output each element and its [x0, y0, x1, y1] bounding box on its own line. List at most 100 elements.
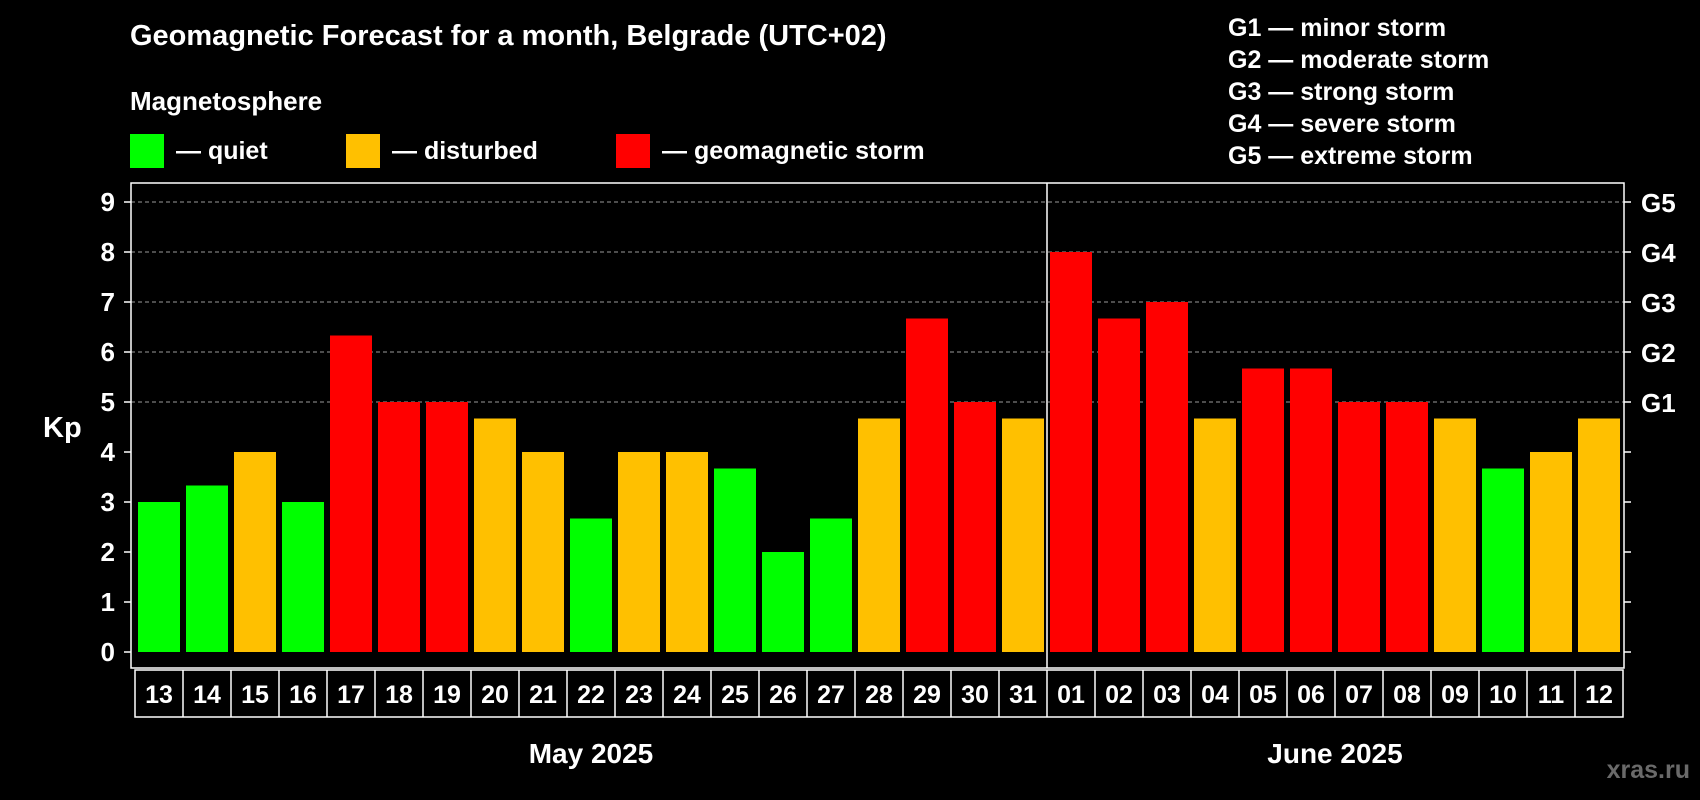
storm-level-g1: G1 — minor storm — [1228, 14, 1447, 42]
day-label-02: 02 — [1105, 681, 1133, 709]
day-label-16: 16 — [289, 681, 317, 709]
legend-swatch-quiet — [130, 134, 164, 168]
y-tick-label: 1 — [101, 587, 115, 617]
bar-11 — [1530, 452, 1572, 652]
day-label-28: 28 — [865, 681, 893, 709]
day-label-29: 29 — [913, 681, 941, 709]
bar-21 — [522, 452, 564, 652]
month-label-0: May 2025 — [529, 738, 654, 769]
bars-layer — [138, 252, 1620, 652]
day-label-04: 04 — [1201, 681, 1229, 709]
storm-level-axis-label: G2 — [1641, 338, 1676, 368]
y-tick-label: 5 — [101, 387, 115, 417]
day-label-14: 14 — [193, 681, 221, 709]
day-label-06: 06 — [1297, 681, 1325, 709]
day-label-05: 05 — [1249, 681, 1277, 709]
day-label-08: 08 — [1393, 681, 1421, 709]
day-label-22: 22 — [577, 681, 605, 709]
bar-23 — [618, 452, 660, 652]
day-label-23: 23 — [625, 681, 653, 709]
bar-13 — [138, 502, 180, 652]
y-tick-label: 9 — [101, 187, 115, 217]
storm-level-list: G1 — minor storm G2 — moderate storm G3 … — [1228, 12, 1489, 172]
day-label-01: 01 — [1057, 681, 1085, 709]
bar-12 — [1578, 418, 1620, 652]
day-label-21: 21 — [529, 681, 557, 709]
bar-19 — [426, 402, 468, 652]
y-tick-label: 0 — [101, 637, 115, 667]
y-axis-label: Kp — [43, 412, 82, 444]
y-tick-label: 2 — [101, 537, 115, 567]
bar-14 — [186, 485, 228, 652]
bar-20 — [474, 418, 516, 652]
day-label-13: 13 — [145, 681, 173, 709]
bar-29 — [906, 318, 948, 652]
magnetosphere-label: Magnetosphere — [130, 86, 323, 116]
storm-level-g2: G2 — moderate storm — [1228, 46, 1490, 74]
storm-level-axis-label: G3 — [1641, 288, 1676, 318]
bar-07 — [1338, 402, 1380, 652]
day-label-24: 24 — [673, 681, 701, 709]
day-label-27: 27 — [817, 681, 845, 709]
bar-26 — [762, 552, 804, 652]
bar-17 — [330, 335, 372, 652]
day-label-12: 12 — [1585, 681, 1613, 709]
month-label-1: June 2025 — [1267, 738, 1402, 769]
day-label-11: 11 — [1538, 681, 1565, 709]
legend-swatch-disturbed — [346, 134, 380, 168]
bar-05 — [1242, 368, 1284, 652]
bar-27 — [810, 518, 852, 652]
y-tick-label: 6 — [101, 337, 115, 367]
bar-18 — [378, 402, 420, 652]
bar-28 — [858, 418, 900, 652]
day-label-31: 31 — [1009, 681, 1037, 709]
watermark: xras.ru — [1606, 756, 1690, 784]
bar-10 — [1482, 468, 1524, 652]
bar-31 — [1002, 418, 1044, 652]
storm-level-g3: G3 — strong storm — [1228, 78, 1455, 106]
day-label-10: 10 — [1489, 681, 1517, 709]
legend-disturbed: — disturbed — [346, 134, 538, 168]
bar-22 — [570, 518, 612, 652]
bar-03 — [1146, 302, 1188, 652]
day-label-30: 30 — [961, 681, 989, 709]
bar-06 — [1290, 368, 1332, 652]
bar-25 — [714, 468, 756, 652]
chart-title: Geomagnetic Forecast for a month, Belgra… — [130, 20, 887, 52]
legend-label-disturbed: — disturbed — [392, 136, 538, 165]
bar-01 — [1050, 252, 1092, 652]
day-label-09: 09 — [1441, 681, 1469, 709]
bar-09 — [1434, 418, 1476, 652]
storm-level-axis-label: G1 — [1641, 388, 1676, 418]
day-label-25: 25 — [721, 681, 749, 709]
storm-level-g5: G5 — extreme storm — [1228, 142, 1473, 170]
day-label-03: 03 — [1153, 681, 1181, 709]
legend-label-storm: — geomagnetic storm — [662, 136, 925, 165]
y-tick-label: 3 — [101, 487, 115, 517]
plot-frame — [130, 182, 1625, 669]
legend-swatch-storm — [616, 134, 650, 168]
y-tick-label: 8 — [101, 237, 115, 267]
day-label-15: 15 — [241, 681, 269, 709]
bar-02 — [1098, 318, 1140, 652]
y-tick-label: 7 — [101, 287, 115, 317]
day-label-row — [134, 669, 1624, 718]
storm-level-axis-label: G4 — [1641, 238, 1676, 268]
storm-level-axis-label: G5 — [1641, 188, 1676, 218]
bar-30 — [954, 402, 996, 652]
storm-level-g4: G4 — severe storm — [1228, 110, 1456, 138]
day-label-18: 18 — [385, 681, 413, 709]
day-label-19: 19 — [433, 681, 461, 709]
bar-04 — [1194, 418, 1236, 652]
day-label-20: 20 — [481, 681, 509, 709]
bar-15 — [234, 452, 276, 652]
day-label-07: 07 — [1345, 681, 1373, 709]
bar-08 — [1386, 402, 1428, 652]
legend-quiet: — quiet — [130, 134, 268, 168]
legend-storm: — geomagnetic storm — [616, 134, 925, 168]
day-label-17: 17 — [337, 681, 365, 709]
y-tick-label: 4 — [101, 437, 116, 467]
legend-label-quiet: — quiet — [176, 136, 268, 165]
